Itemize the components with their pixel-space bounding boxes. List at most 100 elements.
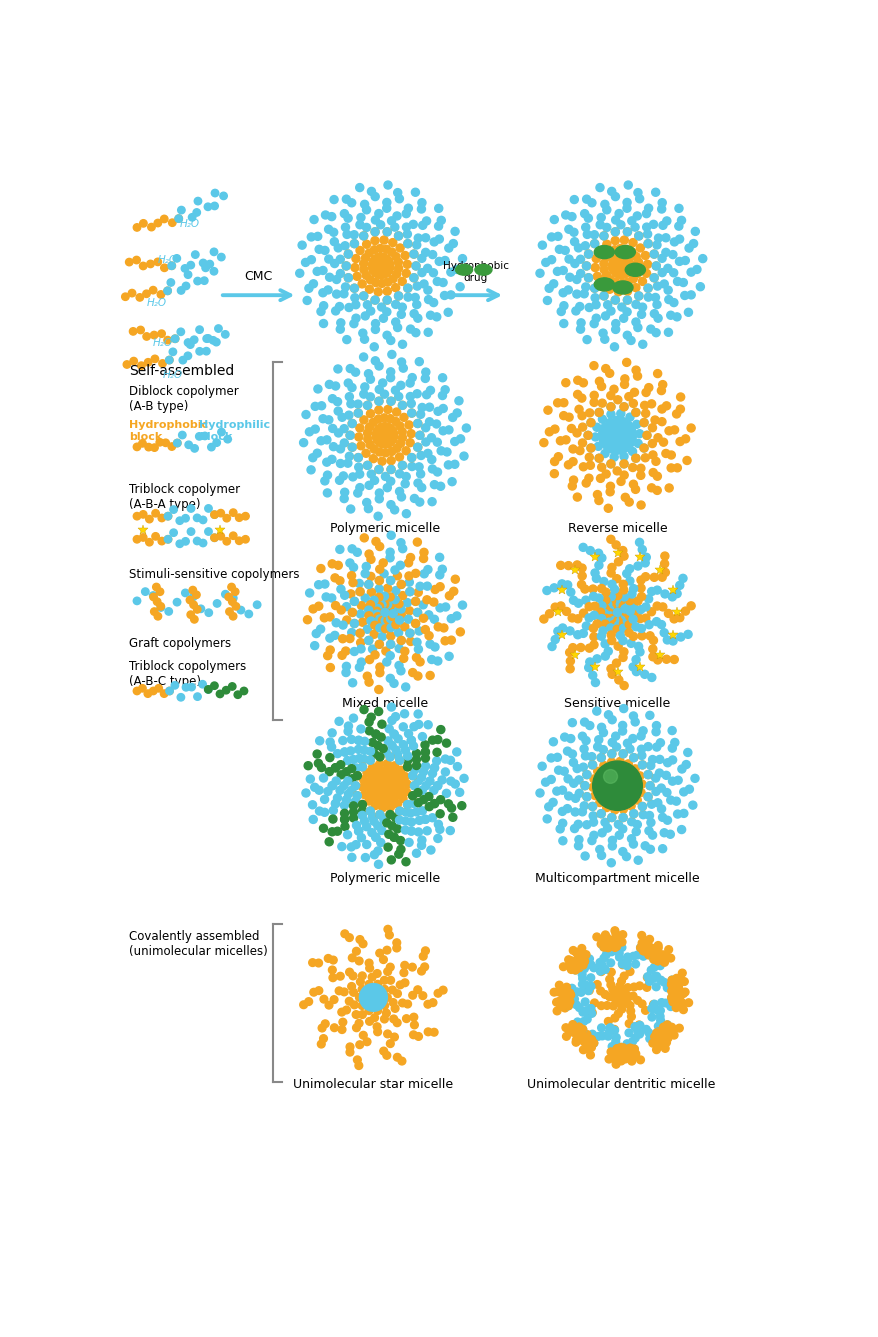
Circle shape: [651, 774, 659, 782]
Circle shape: [613, 782, 621, 790]
Circle shape: [366, 808, 374, 816]
Circle shape: [581, 283, 589, 291]
Circle shape: [601, 596, 609, 604]
Circle shape: [377, 262, 385, 270]
Circle shape: [362, 206, 371, 214]
Circle shape: [581, 479, 589, 487]
Circle shape: [613, 467, 621, 475]
Circle shape: [605, 249, 613, 257]
Circle shape: [613, 432, 621, 440]
Circle shape: [680, 607, 688, 615]
Circle shape: [398, 303, 406, 312]
Circle shape: [618, 750, 627, 758]
Circle shape: [139, 685, 146, 693]
Circle shape: [368, 263, 376, 271]
Circle shape: [550, 584, 558, 592]
Circle shape: [326, 738, 334, 746]
Circle shape: [412, 750, 420, 757]
Circle shape: [661, 771, 670, 779]
Circle shape: [613, 608, 621, 616]
Circle shape: [664, 1025, 672, 1034]
Circle shape: [600, 266, 608, 274]
Circle shape: [579, 463, 587, 471]
Circle shape: [624, 266, 632, 274]
Circle shape: [418, 806, 426, 814]
Circle shape: [370, 630, 378, 638]
Circle shape: [698, 254, 706, 262]
Circle shape: [449, 813, 457, 821]
Circle shape: [362, 271, 370, 279]
Circle shape: [371, 793, 379, 801]
Circle shape: [616, 425, 624, 433]
Circle shape: [653, 433, 661, 441]
Circle shape: [620, 381, 628, 389]
Circle shape: [555, 997, 563, 1005]
Circle shape: [643, 973, 651, 980]
Circle shape: [648, 832, 656, 840]
Circle shape: [436, 726, 444, 734]
Circle shape: [366, 779, 374, 787]
Circle shape: [382, 198, 391, 206]
Circle shape: [658, 269, 666, 277]
Circle shape: [629, 754, 637, 762]
Circle shape: [392, 318, 399, 326]
Circle shape: [412, 262, 420, 270]
Circle shape: [637, 939, 645, 947]
Circle shape: [392, 213, 400, 221]
Circle shape: [650, 310, 658, 318]
Circle shape: [564, 1001, 572, 1009]
Circle shape: [611, 193, 619, 201]
Circle shape: [158, 515, 165, 521]
Circle shape: [424, 295, 432, 303]
Circle shape: [393, 774, 401, 782]
Circle shape: [241, 536, 249, 543]
Circle shape: [565, 656, 573, 664]
Circle shape: [616, 616, 624, 624]
Circle shape: [613, 608, 621, 616]
Circle shape: [163, 287, 171, 294]
Circle shape: [374, 846, 382, 854]
Circle shape: [600, 955, 607, 963]
Circle shape: [657, 205, 665, 213]
Circle shape: [389, 429, 398, 437]
Circle shape: [598, 279, 606, 287]
Circle shape: [549, 738, 557, 746]
Circle shape: [359, 416, 368, 424]
Circle shape: [619, 614, 627, 622]
Circle shape: [144, 358, 152, 366]
Circle shape: [398, 277, 406, 285]
Circle shape: [211, 190, 219, 197]
Circle shape: [651, 416, 658, 424]
Circle shape: [574, 789, 583, 797]
Circle shape: [133, 536, 140, 543]
Circle shape: [391, 566, 399, 574]
Circle shape: [386, 531, 395, 539]
Circle shape: [380, 782, 389, 790]
Circle shape: [562, 992, 570, 999]
Circle shape: [458, 602, 466, 610]
Circle shape: [396, 440, 404, 448]
Circle shape: [674, 205, 682, 213]
Circle shape: [658, 439, 666, 447]
Circle shape: [358, 763, 366, 771]
Circle shape: [446, 777, 455, 785]
Circle shape: [637, 802, 645, 810]
Circle shape: [414, 463, 422, 471]
Circle shape: [393, 825, 401, 833]
Circle shape: [328, 394, 336, 402]
Circle shape: [588, 586, 596, 594]
Circle shape: [414, 985, 421, 993]
Circle shape: [664, 945, 672, 953]
Circle shape: [376, 949, 383, 957]
Circle shape: [331, 382, 339, 390]
Circle shape: [311, 425, 319, 433]
Circle shape: [386, 640, 394, 648]
Circle shape: [623, 961, 630, 969]
Circle shape: [397, 667, 405, 675]
Circle shape: [596, 779, 605, 787]
Circle shape: [642, 210, 650, 218]
Circle shape: [368, 774, 376, 782]
Circle shape: [384, 789, 392, 797]
Circle shape: [385, 258, 392, 266]
Circle shape: [388, 612, 396, 620]
